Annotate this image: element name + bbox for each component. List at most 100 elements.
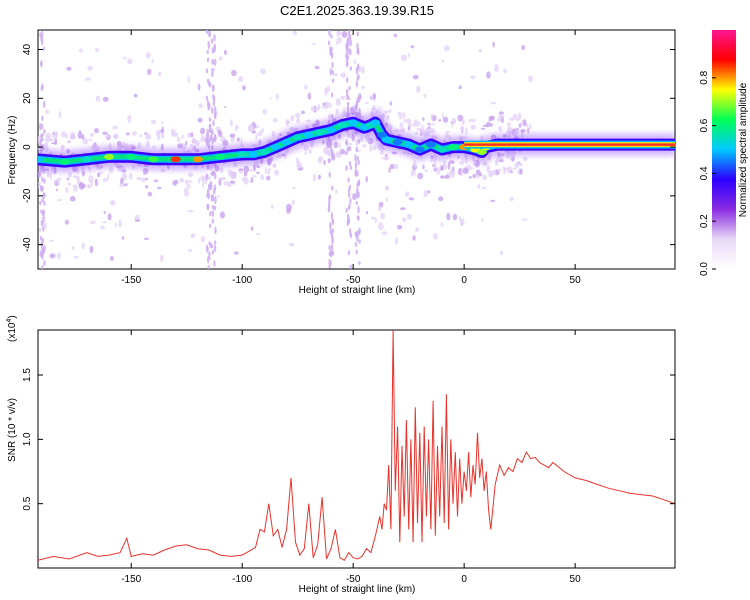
- ridge-peak: [325, 126, 336, 133]
- spectral-noise-dot: [90, 179, 93, 188]
- spectral-noise-dot: [345, 138, 349, 147]
- spectral-noise-dot: [295, 157, 300, 165]
- spectral-noise-dot: [351, 133, 356, 142]
- spectral-noise-dot: [77, 131, 83, 139]
- colorbar-tick-label: 0.4: [699, 166, 710, 180]
- spectral-noise-dot: [335, 108, 339, 115]
- colorbar-tick-label: 0.2: [699, 214, 710, 228]
- spectral-noise-dot: [322, 102, 326, 106]
- spectral-noise-dot: [408, 124, 415, 127]
- spectral-noise-dot: [458, 85, 462, 90]
- spectral-noise-dot: [43, 178, 46, 184]
- spectral-noise-dot: [319, 26, 325, 30]
- spectral-noise-dot: [355, 146, 358, 153]
- spectral-noise-dot: [476, 174, 480, 179]
- spectral-noise-dot: [381, 231, 388, 236]
- spectral-noise-dot: [213, 44, 216, 53]
- spectral-noise-dot: [523, 119, 527, 127]
- ridge-peak: [476, 148, 487, 155]
- spectral-noise-dot: [188, 172, 194, 178]
- spectral-noise-dot: [503, 68, 507, 74]
- spectral-noise-dot: [331, 150, 334, 157]
- ridge-peak: [281, 139, 292, 146]
- spectral-noise-dot: [255, 233, 261, 236]
- spectral-noise-dot: [436, 166, 441, 175]
- spectral-noise-dot: [345, 207, 348, 213]
- spectral-noise-dot: [152, 145, 156, 149]
- spectral-noise-dot: [49, 253, 56, 259]
- spectral-noise-dot: [413, 160, 417, 168]
- spectral-noise-dot: [45, 109, 50, 115]
- spectral-noise-dot: [498, 159, 504, 163]
- spectral-ridge: [38, 107, 675, 173]
- spectral-noise-dot: [416, 127, 422, 131]
- spectral-noise-dot: [369, 95, 374, 98]
- spectral-noise-dot: [190, 233, 196, 239]
- spectral-noise-dot: [489, 123, 493, 127]
- spectral-noise-dot: [49, 172, 52, 180]
- spectral-noise-dot: [102, 131, 108, 135]
- spectral-noise-dot: [465, 127, 468, 135]
- spectrogram-x-tick-label: -100: [232, 275, 252, 286]
- spectral-noise-dot: [335, 150, 342, 159]
- spectral-noise-dot: [446, 130, 450, 133]
- spectral-noise-dot: [114, 222, 117, 228]
- spectral-noise-dot: [159, 254, 164, 262]
- colorbar-tick-label: 0.0: [699, 262, 710, 276]
- spectral-noise-dot: [107, 213, 112, 221]
- spectral-noise-dot: [328, 171, 331, 178]
- spectral-noise-dot: [94, 128, 99, 134]
- spectral-noise-dot: [470, 167, 474, 170]
- spectral-noise-dot: [268, 167, 272, 171]
- spectral-noise-dot: [69, 196, 76, 202]
- spectral-noise-dot: [189, 143, 194, 148]
- spectral-noise-dot: [331, 185, 334, 191]
- spectral-noise-dot: [446, 212, 451, 221]
- ridge-peak: [370, 119, 381, 126]
- spectral-noise-dot: [352, 193, 357, 201]
- spectral-noise-dot: [452, 213, 458, 221]
- spectral-noise-dot: [161, 120, 164, 125]
- spectral-noise-dot: [185, 179, 189, 185]
- spectral-noise-dot: [509, 196, 514, 201]
- spectral-noise-dot: [490, 115, 495, 121]
- spectral-noise-dot: [147, 68, 152, 75]
- spectral-noise-dot: [339, 148, 346, 155]
- spectral-noise-dot: [46, 169, 50, 178]
- spectral-noise-dot: [296, 118, 301, 124]
- spectral-noise-dot: [73, 255, 79, 259]
- spectral-noise-dot: [417, 172, 424, 180]
- spectral-noise-dot: [269, 97, 272, 100]
- spectral-noise-dot: [349, 198, 352, 205]
- spectral-noise-dot: [102, 221, 107, 224]
- spectral-noise-dot: [42, 216, 45, 223]
- spectral-noise-dot: [208, 251, 211, 257]
- spectral-noise-dot: [219, 211, 226, 219]
- spectral-noise-dot: [495, 156, 500, 163]
- spectrogram-y-tick-label: 40: [22, 44, 33, 56]
- spectral-noise-dot: [58, 110, 62, 119]
- spectral-noise-dot: [211, 204, 215, 210]
- spectral-noise-dot: [511, 156, 515, 162]
- spectral-noise-dot: [358, 229, 361, 235]
- ridge-peak: [259, 148, 270, 155]
- spectral-noise-dot: [354, 161, 358, 170]
- spectral-noise-dot: [136, 176, 142, 181]
- spectral-noise-dot: [207, 78, 210, 84]
- spectral-noise-dot: [331, 78, 335, 83]
- spectral-noise-dot: [186, 183, 191, 189]
- spectral-noise-dot: [470, 118, 476, 123]
- spectral-noise-dot: [330, 92, 334, 98]
- ridge-peak: [448, 144, 459, 151]
- spectral-noise-dot: [331, 70, 335, 75]
- ridge-peak: [314, 129, 325, 136]
- spectral-noise-dot: [314, 107, 320, 111]
- spectral-noise-dot: [413, 119, 419, 128]
- spectral-noise-dot: [41, 253, 44, 260]
- spectral-noise-dot: [415, 227, 420, 232]
- ridge-peak: [392, 139, 403, 146]
- spectral-noise-dot: [151, 58, 154, 64]
- spectral-noise-dot: [518, 123, 522, 128]
- spectral-noise-dot: [356, 31, 359, 37]
- spectral-noise-dot: [180, 177, 184, 182]
